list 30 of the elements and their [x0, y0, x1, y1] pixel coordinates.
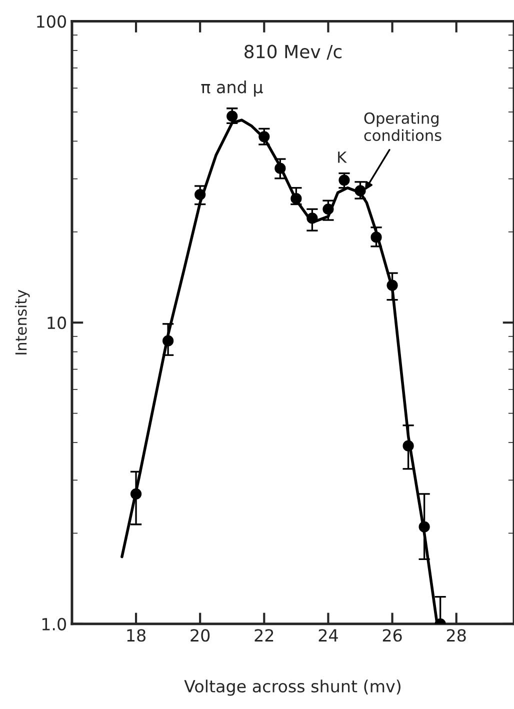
- annotation: K: [338, 152, 347, 163]
- point: [338, 174, 350, 186]
- point: [402, 440, 414, 452]
- point: [322, 204, 334, 215]
- x-tick-label: 22: [254, 629, 274, 642]
- x-tick-label: 28: [446, 629, 466, 642]
- text: 810 Mev /c: [244, 44, 342, 60]
- y-axis-title: Intensity: [14, 290, 30, 354]
- annotation: Operating conditions: [364, 112, 442, 142]
- point: [226, 110, 238, 122]
- x-tick-label: 18: [127, 629, 146, 642]
- point: [370, 232, 382, 243]
- annotation: π and μ: [201, 80, 263, 97]
- point: [274, 162, 286, 174]
- point: [386, 280, 398, 291]
- point: [194, 189, 206, 200]
- point: [162, 335, 174, 346]
- point: [306, 212, 318, 224]
- point: [418, 521, 430, 532]
- y-tick-label: 100: [37, 15, 66, 28]
- x-tick-label: 26: [382, 629, 402, 642]
- x-axis-title: Voltage across shunt (mv): [184, 680, 400, 696]
- x-tick-label: 24: [318, 629, 338, 642]
- point: [354, 185, 366, 196]
- y-tick-label: 10: [48, 316, 66, 330]
- x-tick-label: 20: [190, 629, 210, 642]
- point: [290, 193, 302, 204]
- point: [258, 131, 270, 142]
- y-tick-label: 1.0: [42, 618, 66, 630]
- point: [130, 488, 142, 500]
